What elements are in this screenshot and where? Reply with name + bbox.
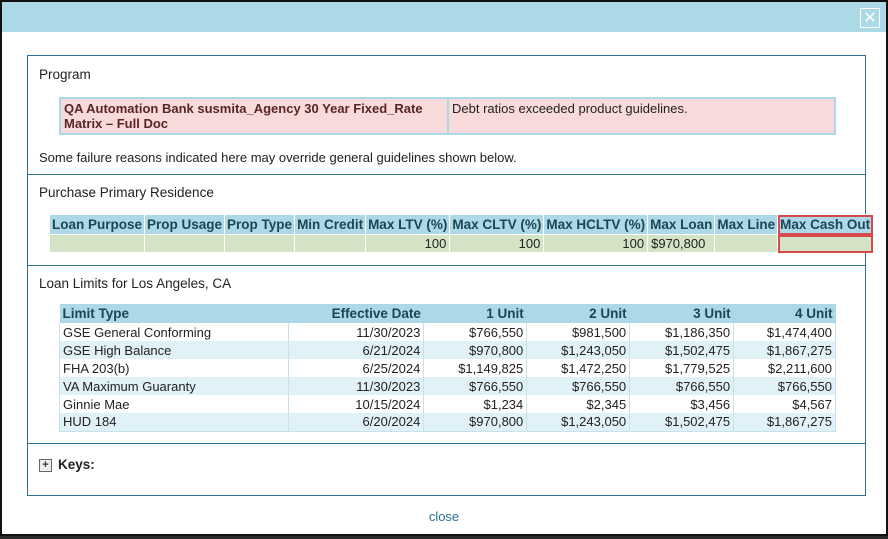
limit-type-cell: GSE General Conforming — [59, 323, 289, 341]
effective-date-cell: 11/30/2023 — [288, 377, 425, 395]
effective-date-cell: 6/20/2024 — [288, 413, 425, 432]
max-loan-value: $970,800 — [647, 234, 716, 253]
unit-2-cell: $1,472,250 — [526, 359, 631, 377]
col-min-credit: Min Credit — [294, 214, 367, 235]
col-3-unit: 3 Unit — [629, 304, 734, 323]
unit-1-cell: $970,800 — [423, 341, 528, 359]
table-row: GSE General Conforming 11/30/2023 $766,5… — [59, 323, 836, 341]
loan-limits-table: Limit Type Effective Date 1 Unit 2 Unit … — [59, 304, 836, 432]
unit-3-cell: $1,186,350 — [629, 323, 735, 341]
unit-4-cell: $1,867,275 — [733, 341, 836, 359]
unit-3-cell: $1,779,525 — [629, 359, 735, 377]
loan-purpose-value — [48, 234, 146, 253]
col-max-cltv: Max CLTV (%) — [449, 214, 545, 235]
effective-date-cell: 10/15/2024 — [288, 395, 425, 413]
loan-limits-section: Loan Limits for Los Angeles, CA Limit Ty… — [28, 266, 865, 444]
col-max-ltv: Max LTV (%) — [365, 214, 451, 235]
keys-label[interactable]: Keys: — [58, 457, 95, 472]
table-row: Ginnie Mae 10/15/2024 $1,234 $2,345 $3,4… — [59, 395, 836, 413]
unit-3-cell: $1,502,475 — [629, 413, 735, 432]
unit-4-cell: $766,550 — [733, 377, 836, 395]
col-2-unit: 2 Unit — [526, 304, 630, 323]
failure-reason: Debt ratios exceeded product guidelines. — [447, 97, 836, 135]
limit-type-cell: VA Maximum Guaranty — [59, 377, 289, 395]
purchase-title: Purchase Primary Residence — [39, 185, 214, 200]
prop-usage-value — [144, 234, 226, 253]
limit-type-cell: FHA 203(b) — [59, 359, 289, 377]
max-hcltv-value: 100 — [543, 234, 649, 253]
limit-type-cell: HUD 184 — [59, 413, 289, 432]
col-max-cash-out: Max Cash Out — [777, 214, 874, 235]
col-limit-type: Limit Type — [59, 304, 289, 323]
effective-date-cell: 11/30/2023 — [288, 323, 425, 341]
unit-2-cell: $981,500 — [526, 323, 631, 341]
unit-3-cell: $766,550 — [629, 377, 735, 395]
effective-date-cell: 6/25/2024 — [288, 359, 425, 377]
unit-1-cell: $1,149,825 — [423, 359, 528, 377]
col-4-unit: 4 Unit — [733, 304, 836, 323]
col-prop-type: Prop Type — [224, 214, 296, 235]
table-row: GSE High Balance 6/21/2024 $970,800 $1,2… — [59, 341, 836, 359]
unit-2-cell: $766,550 — [526, 377, 631, 395]
col-effective-date: Effective Date — [288, 304, 424, 323]
table-row: HUD 184 6/20/2024 $970,800 $1,243,050 $1… — [59, 413, 836, 432]
unit-2-cell: $1,243,050 — [526, 341, 631, 359]
effective-date-cell: 6/21/2024 — [288, 341, 425, 359]
prop-type-value — [224, 234, 296, 253]
table-row: VA Maximum Guaranty 11/30/2023 $766,550 … — [59, 377, 836, 395]
dialog-content: Program QA Automation Bank susmita_Agenc… — [27, 55, 874, 496]
unit-1-cell: $1,234 — [423, 395, 528, 413]
program-table: QA Automation Bank susmita_Agency 30 Yea… — [59, 97, 836, 135]
unit-1-cell: $766,550 — [423, 323, 528, 341]
min-credit-value — [294, 234, 367, 253]
program-row: QA Automation Bank susmita_Agency 30 Yea… — [59, 97, 836, 135]
max-cash-out-value — [777, 234, 874, 253]
override-note: Some failure reasons indicated here may … — [39, 150, 517, 165]
unit-1-cell: $970,800 — [423, 413, 528, 432]
unit-4-cell: $2,211,600 — [733, 359, 836, 377]
unit-1-cell: $766,550 — [423, 377, 528, 395]
dialog-titlebar: ✕ — [2, 2, 886, 32]
loan-limits-title: Loan Limits for Los Angeles, CA — [39, 276, 232, 291]
max-cltv-value: 100 — [449, 234, 545, 253]
purchase-guidelines-table: Loan Purpose Prop Usage Prop Type Min Cr… — [48, 214, 874, 253]
unit-4-cell: $1,474,400 — [733, 323, 836, 341]
program-section: Program QA Automation Bank susmita_Agenc… — [28, 56, 865, 175]
unit-3-cell: $3,456 — [629, 395, 735, 413]
table-row: 100 100 100 $970,800 — [48, 234, 874, 253]
max-ltv-value: 100 — [365, 234, 451, 253]
expand-keys-icon[interactable]: + — [39, 459, 52, 472]
purchase-section: Purchase Primary Residence Loan Purpose … — [28, 175, 874, 266]
unit-3-cell: $1,502,475 — [629, 341, 735, 359]
keys-section: + Keys: — [28, 444, 865, 496]
col-prop-usage: Prop Usage — [144, 214, 226, 235]
max-line-value — [714, 234, 779, 253]
col-loan-purpose: Loan Purpose — [48, 214, 146, 235]
close-icon[interactable]: ✕ — [860, 8, 880, 28]
close-link[interactable]: close — [428, 509, 460, 524]
col-max-line: Max Line — [714, 214, 779, 235]
table-row: FHA 203(b) 6/25/2024 $1,149,825 $1,472,2… — [59, 359, 836, 377]
unit-4-cell: $4,567 — [733, 395, 836, 413]
limit-type-cell: GSE High Balance — [59, 341, 289, 359]
unit-4-cell: $1,867,275 — [733, 413, 836, 432]
col-max-loan: Max Loan — [647, 214, 716, 235]
limit-type-cell: Ginnie Mae — [59, 395, 289, 413]
unit-2-cell: $1,243,050 — [526, 413, 631, 432]
col-1-unit: 1 Unit — [423, 304, 527, 323]
col-max-hcltv: Max HCLTV (%) — [543, 214, 649, 235]
program-title: Program — [39, 67, 91, 82]
unit-2-cell: $2,345 — [526, 395, 631, 413]
program-name: QA Automation Bank susmita_Agency 30 Yea… — [59, 97, 449, 135]
